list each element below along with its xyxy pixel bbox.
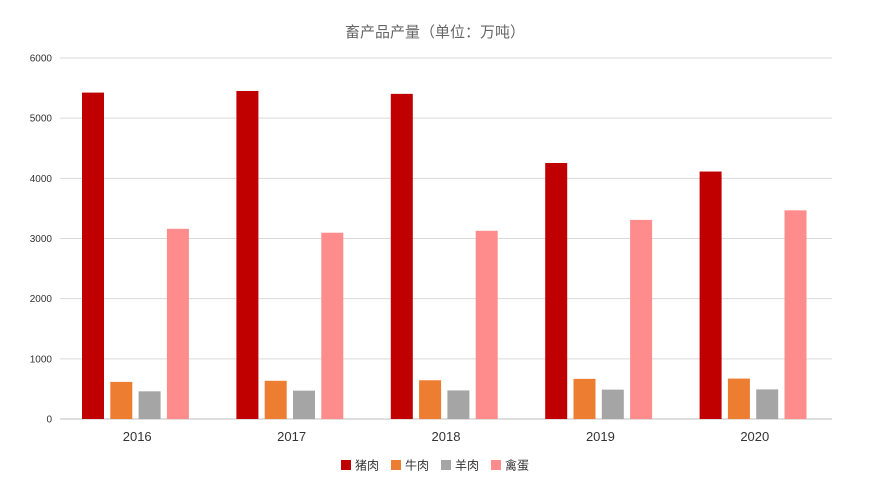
legend-label: 羊肉 [455, 458, 479, 473]
bar-禽蛋-2018 [475, 230, 498, 419]
bar-羊肉-2018 [447, 390, 470, 419]
x-tick-label: 2020 [740, 429, 769, 444]
bars [82, 90, 807, 420]
bar-羊肉-2016 [138, 391, 161, 419]
y-tick-label: 2000 [30, 294, 53, 305]
chart-title: 畜产品产量（单位：万吨） [345, 23, 525, 41]
bar-羊肉-2017 [293, 390, 315, 419]
bar-猪肉-2017 [236, 90, 259, 419]
legend-swatch-禽蛋 [491, 460, 501, 470]
x-tick-label: 2018 [432, 429, 461, 444]
legend-swatch-牛肉 [391, 460, 401, 470]
bar-牛肉-2019 [573, 378, 596, 419]
bar-禽蛋-2016 [166, 228, 189, 419]
legend-label: 猪肉 [355, 459, 379, 473]
x-axis-ticks: 2016 2017 2018 2019 2020 [123, 429, 770, 444]
bar-羊肉-2019 [601, 389, 624, 419]
bar-牛肉-2016 [110, 381, 133, 419]
bar-禽蛋-2017 [321, 232, 344, 419]
bar-猪肉-2016 [82, 92, 104, 420]
bar-猪肉-2020 [699, 171, 722, 419]
bar-牛肉-2017 [264, 380, 287, 419]
y-tick-label: 6000 [30, 54, 53, 65]
bar-禽蛋-2019 [630, 219, 653, 419]
x-tick-label: 2016 [123, 429, 152, 444]
bar-禽蛋-2020 [784, 210, 807, 419]
bar-羊肉-2020 [756, 389, 779, 419]
legend-label: 牛肉 [405, 458, 429, 473]
legend-swatch-猪肉 [341, 460, 351, 470]
legend-swatch-羊肉 [441, 460, 451, 470]
y-axis-ticks: 0 1000 2000 3000 4000 5000 6000 [30, 54, 53, 426]
y-tick-label: 1000 [30, 354, 53, 365]
bar-牛肉-2020 [727, 378, 750, 419]
legend: 猪肉 牛肉 羊肉 禽蛋 [341, 458, 529, 473]
legend-label: 禽蛋 [505, 458, 529, 473]
bar-猪肉-2019 [545, 162, 568, 419]
y-tick-label: 4000 [30, 174, 53, 185]
bar-猪肉-2018 [390, 93, 413, 419]
y-tick-label: 5000 [30, 114, 53, 125]
y-tick-label: 0 [46, 415, 52, 426]
x-tick-label: 2017 [277, 429, 306, 444]
y-tick-label: 3000 [30, 234, 53, 245]
x-tick-label: 2019 [586, 429, 615, 444]
bar-牛肉-2018 [419, 380, 442, 419]
